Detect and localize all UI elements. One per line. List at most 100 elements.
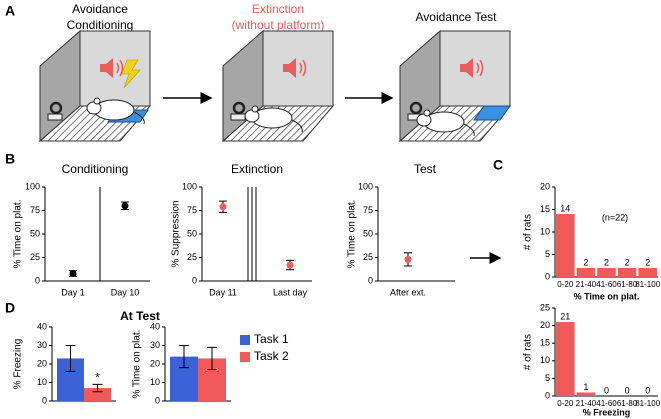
value-label: 0 bbox=[604, 385, 609, 395]
y-tick-label: 20 bbox=[540, 320, 550, 330]
y-tick-label: 40 bbox=[150, 321, 160, 331]
bar bbox=[638, 268, 657, 277]
y-tick-label: 25 bbox=[540, 302, 550, 312]
y-tick-label: 100 bbox=[182, 181, 197, 191]
panel-label: B bbox=[5, 151, 15, 167]
legend-swatch bbox=[240, 335, 250, 345]
bar bbox=[597, 268, 616, 277]
y-tick-label: 15 bbox=[540, 204, 550, 214]
value-label: 21 bbox=[560, 311, 570, 321]
x-tick-label: 21-40 bbox=[576, 280, 597, 289]
y-tick-label: 20 bbox=[150, 358, 160, 368]
data-point bbox=[286, 261, 294, 269]
bar bbox=[556, 322, 575, 396]
y-tick-label: 5 bbox=[545, 373, 550, 383]
y-tick-label: 10 bbox=[150, 377, 160, 387]
value-label: 14 bbox=[560, 203, 570, 213]
data-point bbox=[121, 202, 129, 210]
x-tick-label: 61-80 bbox=[617, 280, 638, 289]
y-axis-label: % Freezing bbox=[13, 339, 24, 390]
y-tick-label: 100 bbox=[358, 181, 373, 191]
y-tick-label: 20 bbox=[37, 358, 47, 368]
y-tick-label: 50 bbox=[187, 228, 197, 238]
value-label: 1 bbox=[583, 382, 588, 392]
legend-label: Task 2 bbox=[254, 349, 289, 363]
value-label: 2 bbox=[583, 257, 588, 267]
lightning bbox=[121, 59, 141, 89]
x-tick-label: Last day bbox=[273, 287, 308, 297]
y-axis-label: % Time on plat. bbox=[132, 330, 143, 399]
data-point bbox=[219, 203, 227, 211]
y-tick-label: 0 bbox=[192, 275, 197, 285]
y-tick-label: 10 bbox=[540, 226, 550, 236]
y-tick-label: 0 bbox=[545, 271, 550, 281]
y-tick-label: 0 bbox=[42, 395, 47, 405]
chart-title: Conditioning bbox=[62, 162, 129, 176]
chart-title: Test bbox=[414, 162, 437, 176]
annotation: (n=22) bbox=[602, 212, 628, 222]
y-tick-label: 40 bbox=[37, 321, 47, 331]
y-tick-label: 30 bbox=[150, 340, 160, 350]
legend-label: Task 1 bbox=[254, 332, 289, 346]
x-tick-label: Day 1 bbox=[61, 287, 85, 297]
y-axis-label: % Time on plat. bbox=[13, 200, 24, 269]
y-tick-label: 0 bbox=[155, 395, 160, 405]
y-tick-label: 75 bbox=[363, 205, 373, 215]
y-axis-label: % Time on plat. bbox=[347, 200, 358, 269]
x-tick-label: 61-80 bbox=[617, 399, 638, 408]
x-tick-label: 81-100 bbox=[635, 280, 660, 289]
x-tick-label: Day 11 bbox=[209, 287, 237, 297]
bar bbox=[556, 214, 575, 277]
annotation: * bbox=[95, 371, 100, 385]
bar bbox=[576, 268, 596, 277]
y-axis-label: # of rats bbox=[523, 214, 534, 250]
platform bbox=[473, 105, 511, 121]
y-tick-label: 100 bbox=[25, 181, 40, 191]
x-tick-label: 41-60 bbox=[596, 399, 617, 408]
x-tick-label: 21-40 bbox=[576, 399, 597, 408]
x-tick-label: 81-100 bbox=[635, 399, 660, 408]
y-tick-label: 10 bbox=[37, 377, 47, 387]
bar bbox=[617, 268, 637, 277]
y-tick-label: 5 bbox=[545, 249, 550, 259]
panel-label: C bbox=[493, 157, 503, 173]
x-axis-label: % Freezing bbox=[583, 407, 631, 417]
data-point bbox=[69, 269, 77, 277]
y-tick-label: 75 bbox=[187, 205, 197, 215]
step-title: Conditioning bbox=[67, 18, 134, 32]
y-tick-label: 30 bbox=[37, 340, 47, 350]
step-title: Avoidance bbox=[72, 2, 128, 16]
value-label: 2 bbox=[645, 257, 650, 267]
chart-title: Extinction bbox=[231, 162, 283, 176]
value-label: 2 bbox=[625, 257, 630, 267]
value-label: 0 bbox=[625, 385, 630, 395]
y-tick-label: 25 bbox=[30, 252, 40, 262]
y-tick-label: 20 bbox=[540, 181, 550, 191]
y-tick-label: 0 bbox=[545, 390, 550, 400]
y-tick-label: 10 bbox=[540, 355, 550, 365]
value-label: 2 bbox=[604, 257, 609, 267]
x-axis-label: % Time on plat. bbox=[574, 291, 640, 301]
y-tick-label: 50 bbox=[30, 228, 40, 238]
y-tick-label: 50 bbox=[363, 228, 373, 238]
x-tick-label: 41-60 bbox=[596, 280, 617, 289]
y-tick-label: 75 bbox=[30, 205, 40, 215]
y-tick-label: 0 bbox=[368, 275, 373, 285]
legend-swatch bbox=[240, 352, 250, 362]
chart-title: At Test bbox=[120, 309, 160, 323]
y-tick-label: 0 bbox=[35, 275, 40, 285]
value-label: 0 bbox=[645, 385, 650, 395]
panel-label: D bbox=[5, 300, 15, 316]
x-tick-label: Day 10 bbox=[111, 287, 140, 297]
y-tick-label: 25 bbox=[363, 252, 373, 262]
bar bbox=[84, 388, 111, 401]
step-title: Extinction bbox=[252, 2, 304, 16]
data-point bbox=[404, 255, 412, 263]
x-tick-label: 0-20 bbox=[557, 399, 574, 408]
panel-label: A bbox=[5, 3, 15, 19]
x-tick-label: After ext. bbox=[390, 287, 426, 297]
chamber bbox=[38, 29, 152, 143]
step-title: (without platform) bbox=[232, 18, 325, 32]
y-tick-label: 25 bbox=[187, 252, 197, 262]
